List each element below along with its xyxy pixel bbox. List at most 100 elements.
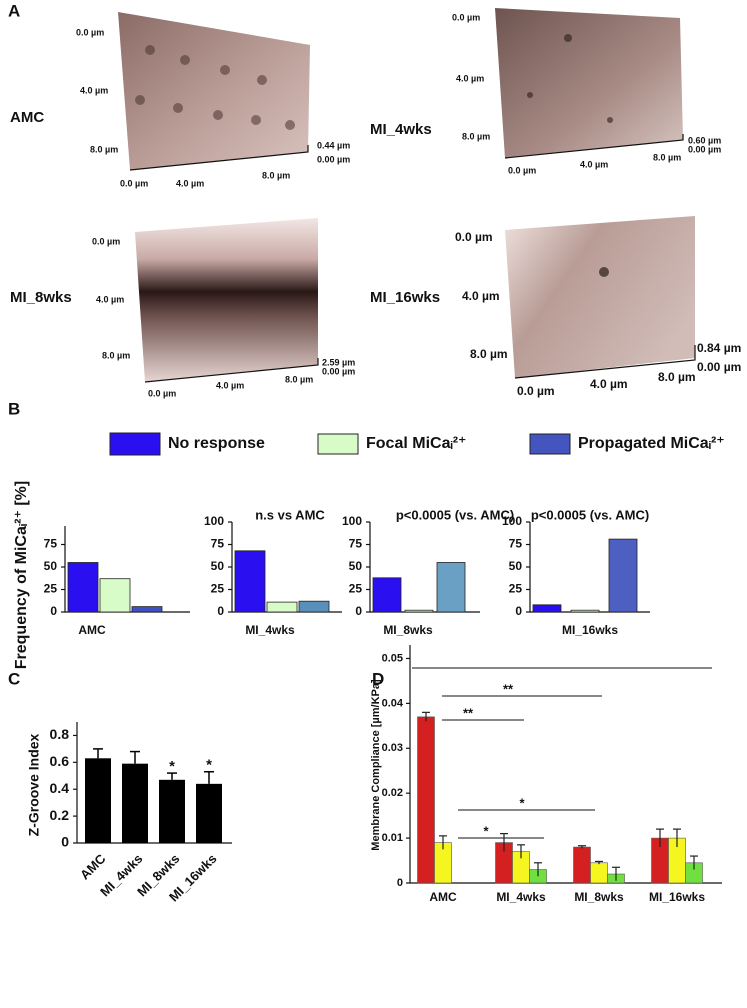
sample-label: MI_8wks <box>10 289 72 306</box>
afm-x-label: 8.0 µm <box>285 374 313 384</box>
afm-surface <box>505 216 695 378</box>
afm-images <box>118 8 696 383</box>
afm-texture <box>599 267 609 277</box>
bar <box>266 601 298 613</box>
significance: ** <box>463 705 474 720</box>
y-axis-label: Frequency of MiCaᵢ²⁺ [%] <box>13 481 30 670</box>
bar <box>417 716 435 884</box>
afm-x-label: 4.0 µm <box>580 159 608 169</box>
sample-label: AMC <box>10 109 44 126</box>
y-tick-label: 100 <box>204 514 224 528</box>
afm-x-label: 8.0 µm <box>262 170 290 180</box>
x-tick-label: AMC <box>78 623 106 637</box>
panel-d-brackets <box>412 667 712 839</box>
y-tick-label: 0.8 <box>50 726 70 742</box>
panel-label: A <box>8 1 20 20</box>
afm-z-label: 0.84 µm <box>697 341 741 355</box>
panel-label: C <box>8 669 20 688</box>
afm-x-label: 4.0 µm <box>216 380 244 390</box>
y-tick-label: 0.6 <box>50 753 70 769</box>
afm-z-label: 0.00 µm <box>697 360 741 374</box>
bar <box>404 609 434 613</box>
y-tick-label: 0.4 <box>50 780 70 796</box>
y-tick-label: 100 <box>502 514 522 528</box>
afm-y-label: 0.0 µm <box>76 27 104 37</box>
afm-x-label: 0.0 µm <box>148 388 176 398</box>
significance: * <box>169 758 175 775</box>
y-tick-label: 75 <box>509 537 523 551</box>
y-tick-label: 0 <box>355 604 362 618</box>
bar <box>608 538 638 613</box>
afm-y-label: 8.0 µm <box>470 347 508 361</box>
y-tick-label: 25 <box>44 582 58 596</box>
y-tick-label: 50 <box>509 559 523 573</box>
y-tick-label: 0 <box>515 604 522 618</box>
afm-y-label: 4.0 µm <box>96 294 124 304</box>
bar <box>85 758 111 843</box>
legend-label: Focal MiCaᵢ²⁺ <box>366 435 467 452</box>
legend-label: Propagated MiCaᵢ²⁺ <box>578 435 725 452</box>
y-axis-label: Z-Groove Index <box>26 733 42 836</box>
afm-surface <box>118 12 310 170</box>
bar <box>234 550 266 613</box>
afm-x-label: 8.0 µm <box>653 152 681 162</box>
chart-title: p<0.0005 (vs. AMC) <box>531 507 649 522</box>
afm-y-label: 8.0 µm <box>462 131 490 141</box>
y-tick-label: 25 <box>349 582 363 596</box>
chart-title: n.s vs AMC <box>255 507 325 522</box>
y-tick-label: 25 <box>509 582 523 596</box>
afm-y-label: 4.0 µm <box>462 289 500 303</box>
afm-z-label: 0.60 µm <box>688 135 721 145</box>
afm-surface <box>495 8 683 158</box>
y-axis-label: Membrane Compliance [µm/KPa] <box>370 679 382 851</box>
y-tick-label: 100 <box>342 514 362 528</box>
afm-y-label: 4.0 µm <box>80 85 108 95</box>
bar <box>99 578 131 613</box>
afm-z-label: 0.00 µm <box>322 366 355 376</box>
bar <box>67 562 99 613</box>
sample-label: MI_16wks <box>370 289 440 306</box>
y-tick-label: 75 <box>211 537 225 551</box>
x-tick-label: AMC <box>429 890 457 904</box>
bar <box>590 862 608 884</box>
panel-label: B <box>8 399 20 418</box>
y-tick-label: 0.01 <box>382 832 403 844</box>
afm-y-label: 0.0 µm <box>92 236 120 246</box>
significance: * <box>483 823 489 838</box>
afm-x-label: 0.0 µm <box>120 178 148 188</box>
afm-y-label: 0.0 µm <box>452 12 480 22</box>
legend-label: No response <box>168 435 265 452</box>
afm-texture <box>527 34 613 123</box>
bar <box>570 609 600 613</box>
afm-texture <box>135 45 295 130</box>
afm-surface <box>135 218 318 382</box>
afm-z-label: 2.59 µm <box>322 357 355 367</box>
afm-y-label: 0.0 µm <box>455 230 493 244</box>
afm-y-label: 4.0 µm <box>456 73 484 83</box>
panel-label: D <box>372 669 384 688</box>
y-tick-label: 0.02 <box>382 787 403 799</box>
y-tick-label: 0 <box>397 877 403 889</box>
afm-axes <box>129 134 696 383</box>
afm-z-label: 0.00 µm <box>688 144 721 154</box>
afm-x-label: 0.0 µm <box>517 384 555 398</box>
y-tick-label: 0.03 <box>382 742 403 754</box>
bar <box>159 779 185 843</box>
bar <box>372 577 402 613</box>
bar <box>196 783 222 843</box>
afm-z-label: 0.00 µm <box>317 154 350 164</box>
afm-z-label: 0.44 µm <box>317 140 350 150</box>
y-tick-label: 0 <box>50 604 57 618</box>
significance: * <box>519 795 525 810</box>
y-tick-label: 50 <box>44 559 58 573</box>
afm-x-label: 0.0 µm <box>508 165 536 175</box>
x-tick-label: AMC <box>77 851 109 883</box>
y-tick-label: 0.04 <box>382 697 404 709</box>
afm-x-label: 4.0 µm <box>176 178 204 188</box>
bar <box>298 600 330 613</box>
bar <box>122 763 148 843</box>
legend-swatch <box>109 432 161 456</box>
afm-x-label: 8.0 µm <box>658 370 696 384</box>
y-tick-label: 75 <box>44 537 58 551</box>
